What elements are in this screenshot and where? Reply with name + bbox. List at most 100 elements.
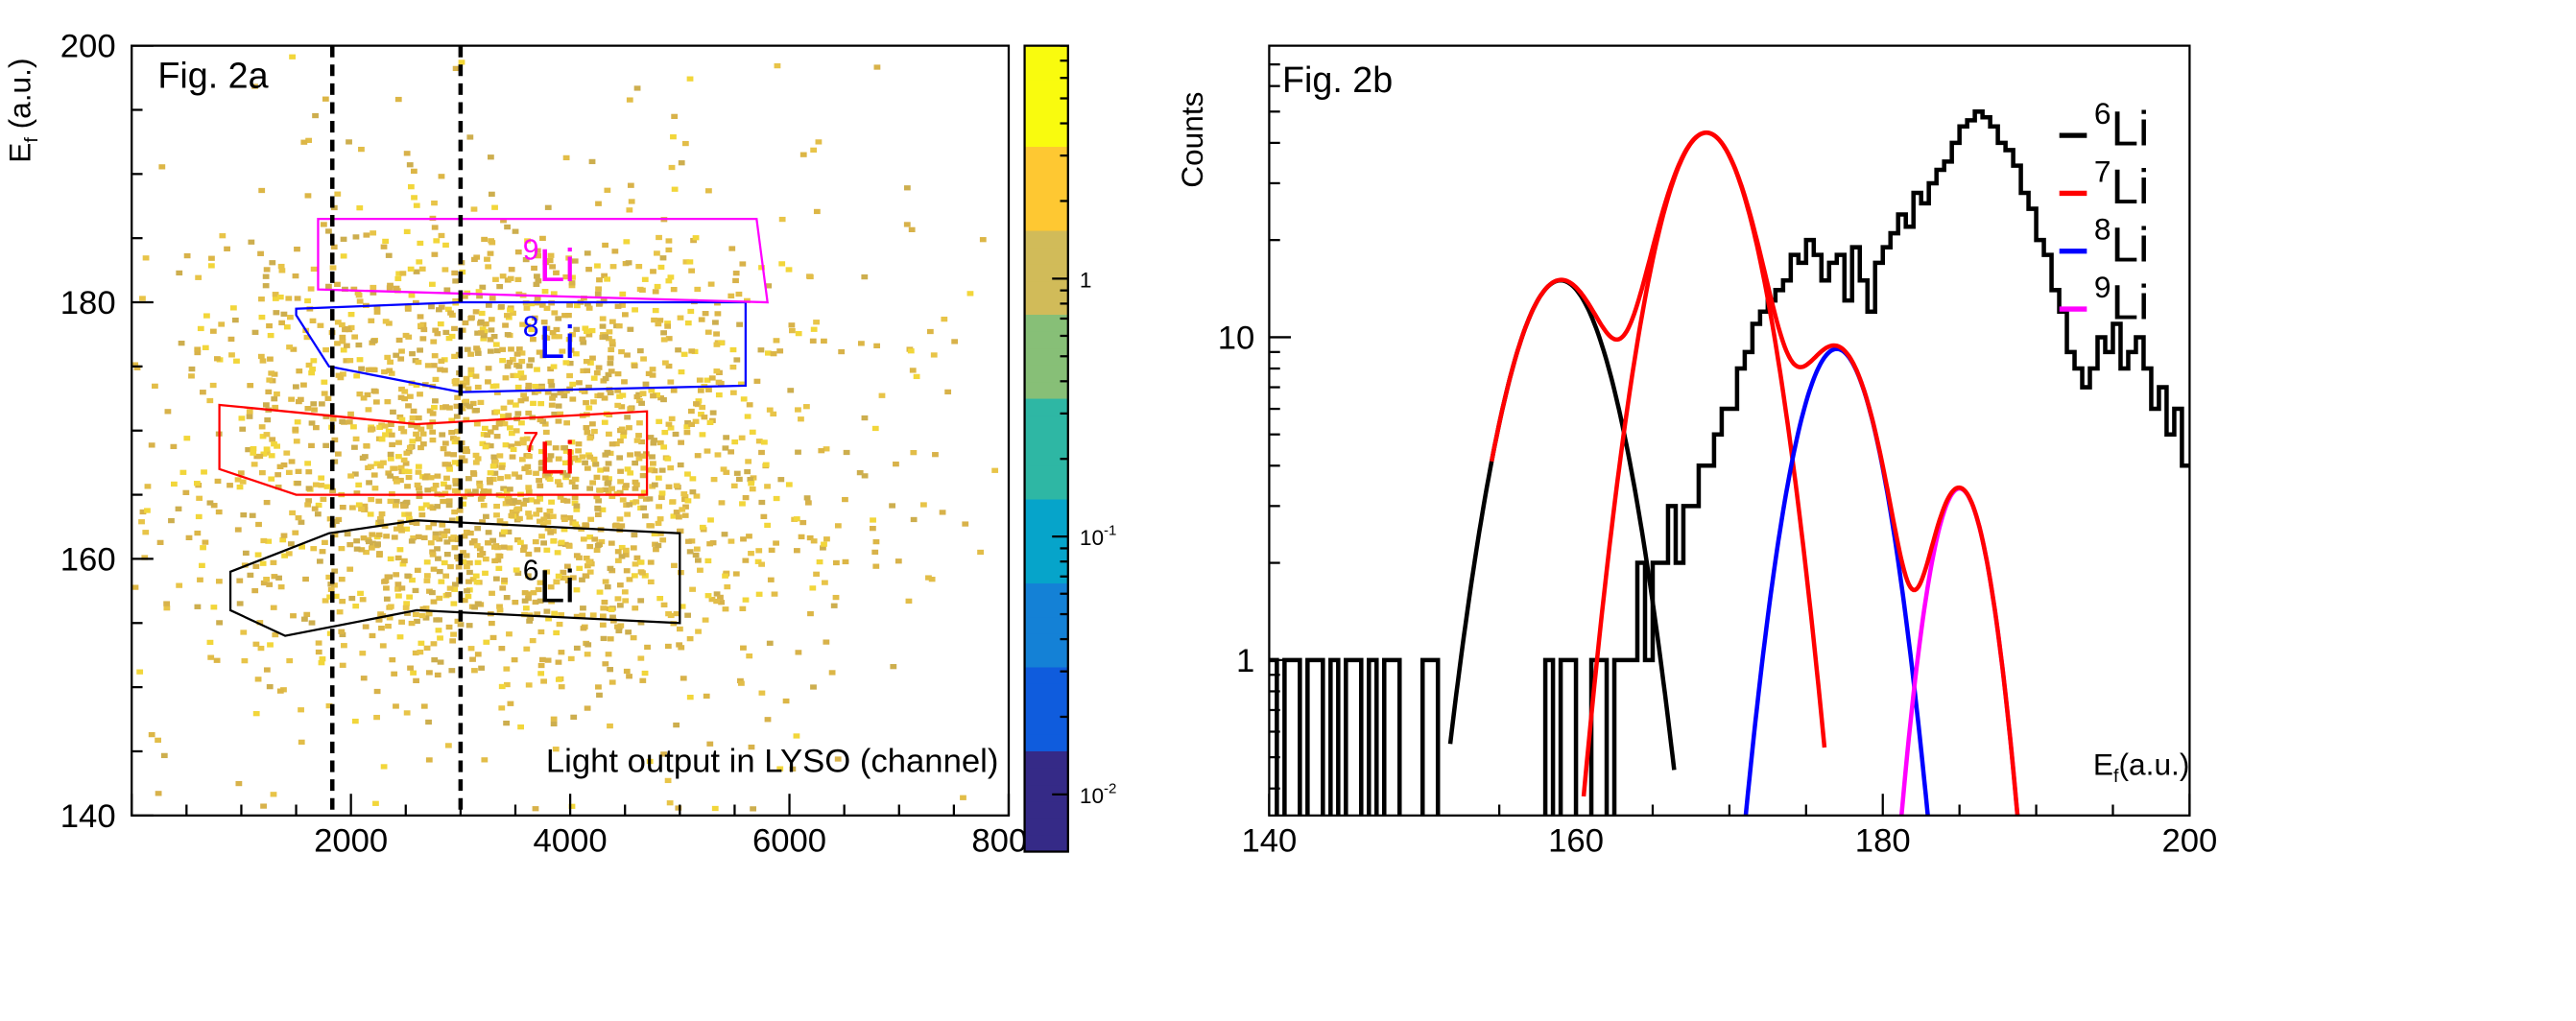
density-cell bbox=[587, 516, 595, 522]
density-cell bbox=[482, 444, 489, 450]
density-cell bbox=[604, 584, 611, 590]
density-cell bbox=[474, 350, 482, 356]
density-cell bbox=[378, 437, 386, 442]
density-cell bbox=[687, 408, 695, 415]
density-cell bbox=[142, 530, 150, 535]
legend-label-element: Li bbox=[2111, 159, 2149, 214]
density-cell bbox=[392, 476, 399, 482]
density-cell bbox=[258, 187, 266, 194]
colorbar-segment bbox=[1024, 515, 1068, 534]
density-cell bbox=[767, 577, 775, 582]
colorbar-segment bbox=[1024, 365, 1068, 383]
colorbar-segment bbox=[1024, 499, 1068, 516]
density-cell bbox=[515, 474, 523, 480]
density-cell bbox=[372, 800, 379, 806]
density-cell bbox=[397, 356, 405, 362]
density-cell bbox=[304, 193, 312, 199]
density-cell bbox=[664, 323, 672, 329]
density-cell bbox=[483, 513, 489, 519]
density-cell bbox=[477, 496, 485, 502]
density-cell bbox=[858, 341, 865, 346]
y-axis-label-a-main: E bbox=[3, 143, 37, 163]
density-cell bbox=[338, 629, 346, 634]
density-cell bbox=[584, 430, 591, 436]
density-cell bbox=[498, 304, 505, 310]
density-cell bbox=[339, 418, 346, 425]
density-cell bbox=[566, 302, 573, 308]
density-cell bbox=[197, 577, 203, 582]
density-cell bbox=[138, 519, 145, 525]
density-cell bbox=[307, 286, 315, 292]
colorbar-segment bbox=[1024, 700, 1068, 718]
density-cell bbox=[626, 425, 632, 431]
density-cell bbox=[490, 544, 498, 550]
x-axis-label-b-unit: (a.u.) bbox=[2119, 748, 2190, 782]
density-cell bbox=[608, 540, 615, 546]
density-cell bbox=[351, 334, 359, 340]
density-cell bbox=[670, 133, 677, 140]
density-cell bbox=[385, 252, 393, 258]
density-cell bbox=[668, 164, 676, 171]
density-cell bbox=[305, 469, 313, 475]
density-cell bbox=[508, 346, 514, 352]
density-cell bbox=[534, 611, 541, 617]
density-cell bbox=[441, 440, 449, 446]
density-cell bbox=[809, 585, 817, 591]
density-cell bbox=[605, 461, 612, 466]
density-cell bbox=[522, 497, 530, 504]
density-cell bbox=[320, 222, 327, 227]
density-cell bbox=[491, 204, 498, 210]
density-cell bbox=[405, 334, 413, 340]
density-cell bbox=[429, 281, 436, 287]
density-cell bbox=[286, 657, 294, 664]
y-tick-label: 160 bbox=[60, 541, 116, 578]
density-cell bbox=[702, 311, 709, 317]
density-cell bbox=[520, 392, 528, 398]
colorbar-segment bbox=[1024, 533, 1068, 550]
density-cell bbox=[745, 459, 752, 464]
density-cell bbox=[464, 588, 470, 594]
density-cell bbox=[231, 317, 239, 323]
density-cell bbox=[622, 312, 629, 318]
density-cell bbox=[461, 597, 468, 604]
density-cell bbox=[695, 629, 702, 634]
density-cell bbox=[742, 558, 750, 563]
density-cell bbox=[432, 531, 440, 536]
density-cell bbox=[416, 486, 422, 491]
density-cell bbox=[939, 510, 946, 515]
density-cell bbox=[538, 534, 545, 539]
density-cell bbox=[608, 441, 616, 447]
density-cell bbox=[318, 483, 325, 488]
density-cell bbox=[608, 319, 616, 324]
density-cell bbox=[256, 453, 264, 460]
density-cell bbox=[339, 334, 346, 341]
density-cell bbox=[480, 487, 488, 494]
density-cell bbox=[910, 450, 918, 456]
density-cell bbox=[582, 573, 589, 579]
density-cell bbox=[502, 501, 510, 507]
density-cell bbox=[647, 559, 655, 565]
density-cell bbox=[688, 348, 696, 354]
density-cell bbox=[664, 456, 672, 462]
density-cell bbox=[246, 409, 253, 415]
density-cell bbox=[489, 476, 497, 483]
density-cell bbox=[686, 694, 694, 700]
density-cell bbox=[693, 401, 700, 407]
density-cell bbox=[398, 528, 405, 534]
density-cell bbox=[310, 358, 318, 364]
density-cell bbox=[589, 355, 596, 361]
density-cell bbox=[450, 436, 457, 441]
density-cell bbox=[265, 538, 273, 544]
density-cell bbox=[913, 373, 920, 380]
density-cell bbox=[596, 392, 604, 398]
density-cell bbox=[564, 578, 572, 583]
density-cell bbox=[397, 464, 405, 471]
density-cell bbox=[692, 418, 700, 424]
density-cell bbox=[493, 347, 501, 354]
density-cell bbox=[774, 62, 781, 69]
colorbar-segment bbox=[1024, 112, 1068, 131]
density-cell bbox=[773, 540, 779, 546]
density-cell bbox=[236, 578, 244, 583]
density-cell bbox=[586, 534, 594, 540]
density-cell bbox=[318, 401, 325, 407]
